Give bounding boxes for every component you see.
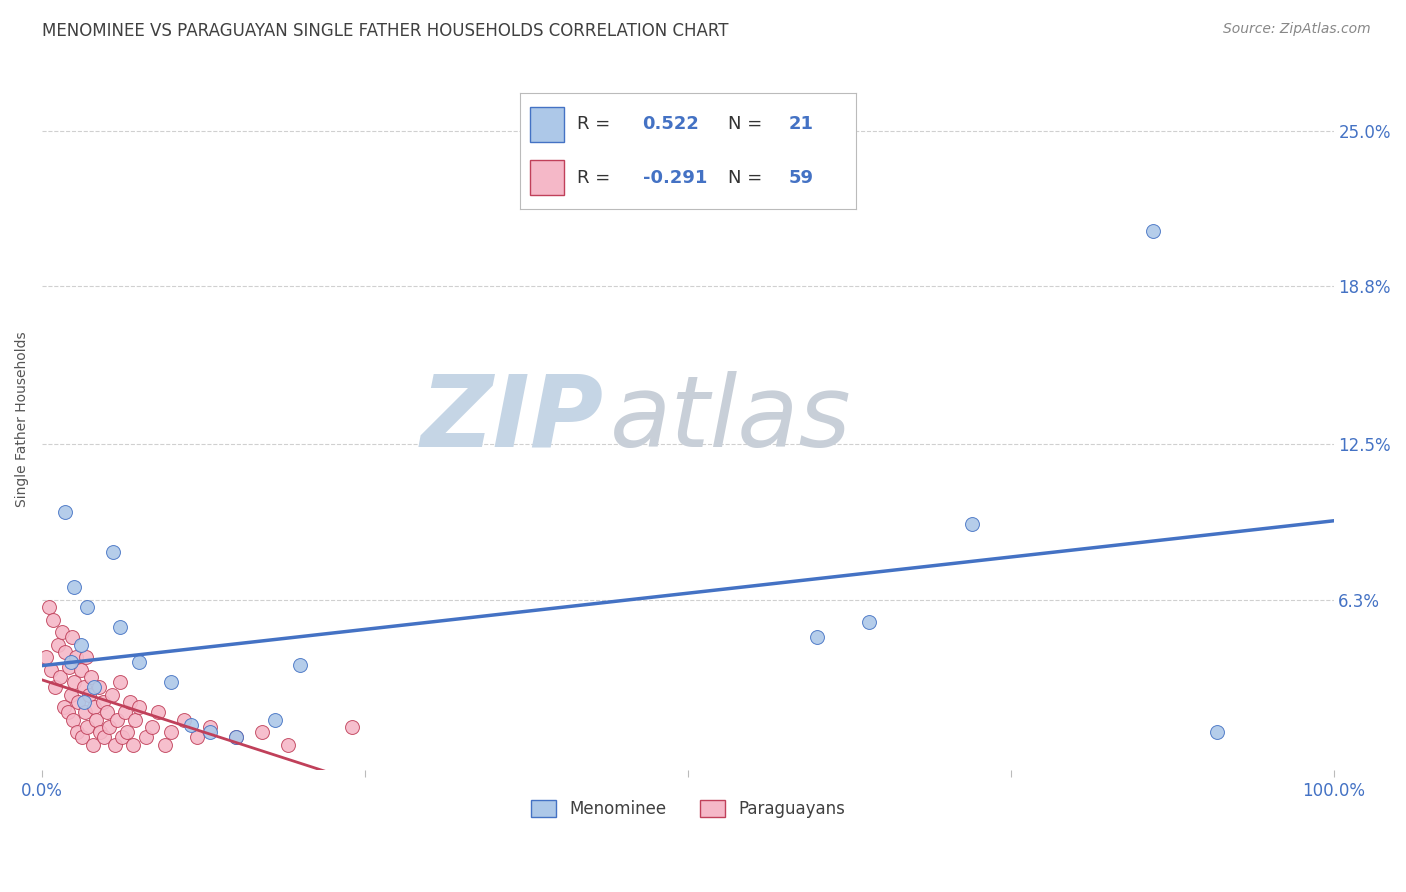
Point <box>70 731 93 745</box>
Point <box>80 670 103 684</box>
Point <box>124 713 146 727</box>
Point <box>128 655 150 669</box>
Point <box>60 630 83 644</box>
Point <box>76 720 98 734</box>
Point <box>180 718 202 732</box>
Point <box>59 655 82 669</box>
Point <box>141 720 163 734</box>
Point <box>39 663 62 677</box>
Point <box>186 731 208 745</box>
Point <box>83 700 105 714</box>
Point <box>72 695 94 709</box>
Point <box>70 638 93 652</box>
Point <box>128 700 150 714</box>
Text: ZIP: ZIP <box>420 371 605 467</box>
Point <box>225 731 247 745</box>
Point <box>73 706 96 720</box>
Point <box>83 681 105 695</box>
Point <box>290 657 312 672</box>
Point <box>44 681 66 695</box>
Point <box>105 713 128 727</box>
Point <box>58 660 80 674</box>
Point <box>65 650 87 665</box>
Point <box>41 613 63 627</box>
Point <box>103 545 125 559</box>
Point <box>96 706 118 720</box>
Point <box>75 650 97 665</box>
Point <box>82 738 104 752</box>
Point <box>59 688 82 702</box>
Point <box>114 706 136 720</box>
Point <box>55 645 77 659</box>
Point <box>62 713 84 727</box>
Point <box>198 720 221 734</box>
Legend: Menominee, Paraguayans: Menominee, Paraguayans <box>524 793 852 825</box>
Point <box>173 713 195 727</box>
Point <box>1142 224 1164 238</box>
Point <box>93 731 115 745</box>
Point <box>108 620 131 634</box>
Point <box>98 720 121 734</box>
Point <box>66 725 89 739</box>
Point <box>263 713 285 727</box>
Point <box>77 688 100 702</box>
Point <box>70 663 93 677</box>
Text: Source: ZipAtlas.com: Source: ZipAtlas.com <box>1223 22 1371 37</box>
Point <box>277 738 299 752</box>
Point <box>46 638 69 652</box>
Point <box>51 625 73 640</box>
Point <box>117 725 139 739</box>
Point <box>63 675 86 690</box>
Text: MENOMINEE VS PARAGUAYAN SINGLE FATHER HOUSEHOLDS CORRELATION CHART: MENOMINEE VS PARAGUAYAN SINGLE FATHER HO… <box>42 22 728 40</box>
Point <box>55 505 77 519</box>
Point <box>56 706 79 720</box>
Point <box>118 695 141 709</box>
Point <box>153 738 176 752</box>
Point <box>340 720 363 734</box>
Point <box>160 675 183 690</box>
Text: atlas: atlas <box>610 371 852 467</box>
Point <box>1206 725 1229 739</box>
Point <box>38 600 60 615</box>
Point <box>101 688 124 702</box>
Point <box>160 725 183 739</box>
Point <box>35 650 58 665</box>
Point <box>87 681 110 695</box>
Point <box>250 725 273 739</box>
Point <box>108 675 131 690</box>
Point <box>72 681 94 695</box>
Point <box>225 731 247 745</box>
Point <box>858 615 880 630</box>
Point <box>53 700 76 714</box>
Y-axis label: Single Father Households: Single Father Households <box>15 332 30 507</box>
Point <box>63 580 86 594</box>
Point <box>806 630 828 644</box>
Point <box>76 600 98 615</box>
Point <box>89 725 111 739</box>
Point <box>134 731 156 745</box>
Point <box>121 738 143 752</box>
Point <box>49 670 72 684</box>
Point <box>198 725 221 739</box>
Point <box>960 517 983 532</box>
Point <box>86 713 108 727</box>
Point <box>91 695 114 709</box>
Point <box>67 695 90 709</box>
Point <box>103 738 125 752</box>
Point <box>111 731 134 745</box>
Point <box>148 706 170 720</box>
